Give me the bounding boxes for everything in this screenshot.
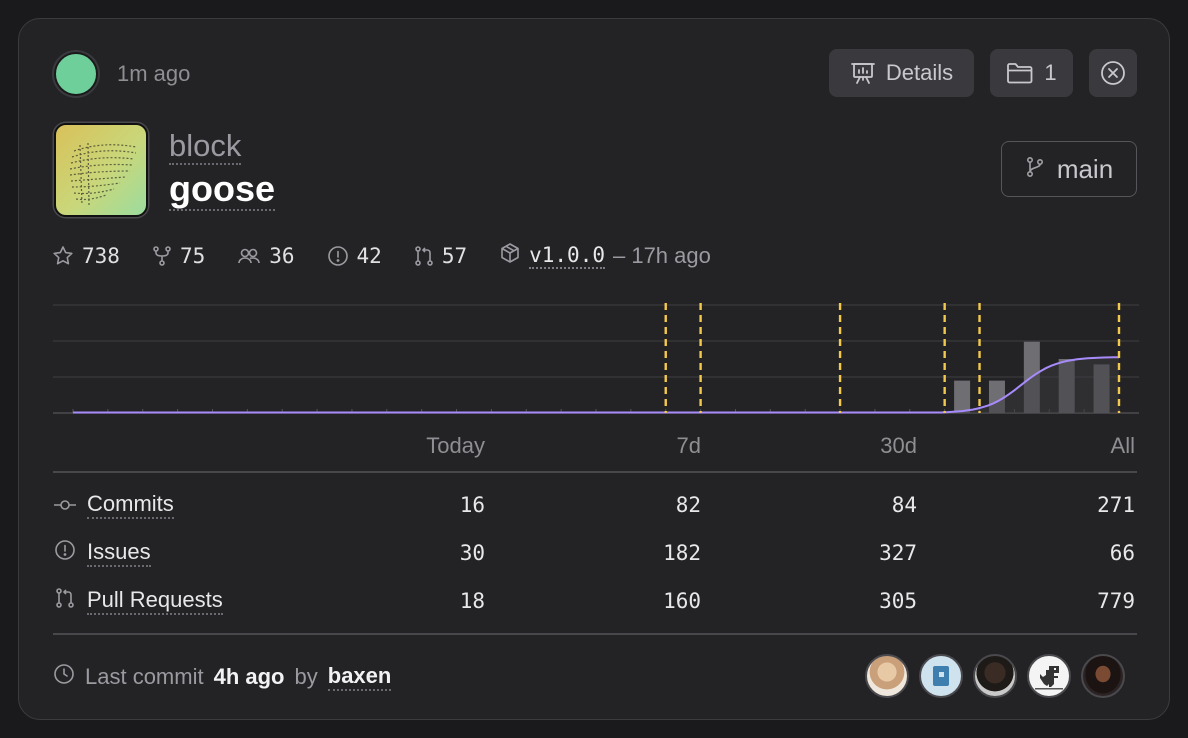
last-commit-info: Last commit 4h ago by baxen: [53, 663, 392, 691]
folder-icon: [1006, 62, 1034, 84]
last-commit-by: by: [294, 664, 318, 689]
clock-icon: [53, 663, 75, 691]
avatar[interactable]: [1081, 654, 1125, 698]
people-icon: [237, 245, 261, 267]
latest-release[interactable]: v1.0.0 – 17h ago: [499, 242, 711, 270]
column-7d: 7d: [676, 433, 701, 458]
issue-icon: [53, 539, 77, 567]
stars-stat[interactable]: 738: [52, 244, 120, 268]
repo-logo: [54, 123, 148, 217]
last-commit-time: 4h ago: [213, 664, 285, 689]
forks-stat[interactable]: 75: [152, 244, 205, 268]
column-all: All: [1110, 433, 1135, 458]
chart-bar: [954, 380, 971, 413]
issues-7d: 182: [663, 541, 701, 565]
close-button[interactable]: [1089, 49, 1137, 97]
commits-label: Commits: [87, 491, 174, 519]
issues-label: Issues: [87, 539, 151, 567]
issues-count: 42: [356, 244, 382, 268]
details-button[interactable]: Details: [829, 49, 974, 97]
commits-row-label[interactable]: Commits: [53, 491, 174, 519]
issues-all: 66: [1109, 541, 1135, 565]
issues-row-label[interactable]: Issues: [53, 539, 151, 567]
branch-label: main: [1056, 153, 1114, 184]
issue-icon: [327, 245, 349, 267]
folder-button[interactable]: 1: [990, 49, 1073, 97]
issues-stat[interactable]: 42: [327, 244, 382, 268]
avatar[interactable]: [919, 654, 963, 698]
contributor-avatars: [865, 654, 1125, 698]
presentation-icon: [850, 61, 876, 85]
repo-name-link[interactable]: goose: [169, 168, 276, 211]
status-indicator: [54, 52, 98, 96]
commits-7d: 82: [675, 493, 701, 517]
repo-owner-link[interactable]: block: [169, 128, 242, 165]
commits-today: 16: [459, 493, 485, 517]
contributors-count: 36: [269, 244, 295, 268]
updated-time: 1m ago: [117, 61, 191, 86]
repo-card: 1m ago Details 1: [18, 18, 1170, 720]
commits-30d: 84: [891, 493, 917, 517]
pull-requests-label: Pull Requests: [87, 587, 223, 615]
footer-divider: [53, 633, 1137, 635]
column-30d: 30d: [880, 433, 917, 458]
release-tag: v1.0.0: [529, 243, 605, 269]
last-commit-author[interactable]: baxen: [327, 663, 392, 691]
pull-requests-all: 779: [1097, 589, 1135, 613]
branch-selector[interactable]: main: [1001, 141, 1137, 197]
issues-today: 30: [459, 541, 485, 565]
repo-stats: 738 75 36 42 57: [52, 241, 711, 271]
pull-requests-row-label[interactable]: Pull Requests: [53, 587, 223, 615]
last-commit-prefix: Last commit: [85, 664, 204, 689]
pull-requests-7d: 160: [663, 589, 701, 613]
avatar[interactable]: [973, 654, 1017, 698]
commits-all: 271: [1097, 493, 1135, 517]
issues-30d: 327: [879, 541, 917, 565]
stars-count: 738: [82, 244, 120, 268]
pull-requests-today: 18: [459, 589, 485, 613]
pull-request-icon: [53, 587, 77, 615]
contributors-stat[interactable]: 36: [237, 244, 295, 268]
forks-count: 75: [179, 244, 206, 268]
activity-chart: [53, 303, 1139, 414]
header-divider: [53, 471, 1137, 473]
pull-requests-30d: 305: [879, 589, 917, 613]
details-label: Details: [885, 60, 954, 85]
avatar[interactable]: [865, 654, 909, 698]
folder-count: 1: [1044, 60, 1057, 85]
release-time: – 17h ago: [612, 243, 711, 268]
avatar[interactable]: [1027, 654, 1071, 698]
fork-icon: [152, 245, 172, 267]
package-icon: [499, 242, 521, 270]
chart-area: [73, 357, 1119, 413]
star-icon: [52, 245, 74, 267]
pull-requests-count: 57: [441, 244, 468, 268]
git-branch-icon: [1025, 154, 1045, 185]
close-circle-icon: [1100, 60, 1126, 86]
column-today: Today: [426, 433, 485, 458]
pull-request-icon: [414, 245, 434, 267]
pull-requests-stat[interactable]: 57: [414, 244, 467, 268]
commit-icon: [53, 492, 77, 518]
